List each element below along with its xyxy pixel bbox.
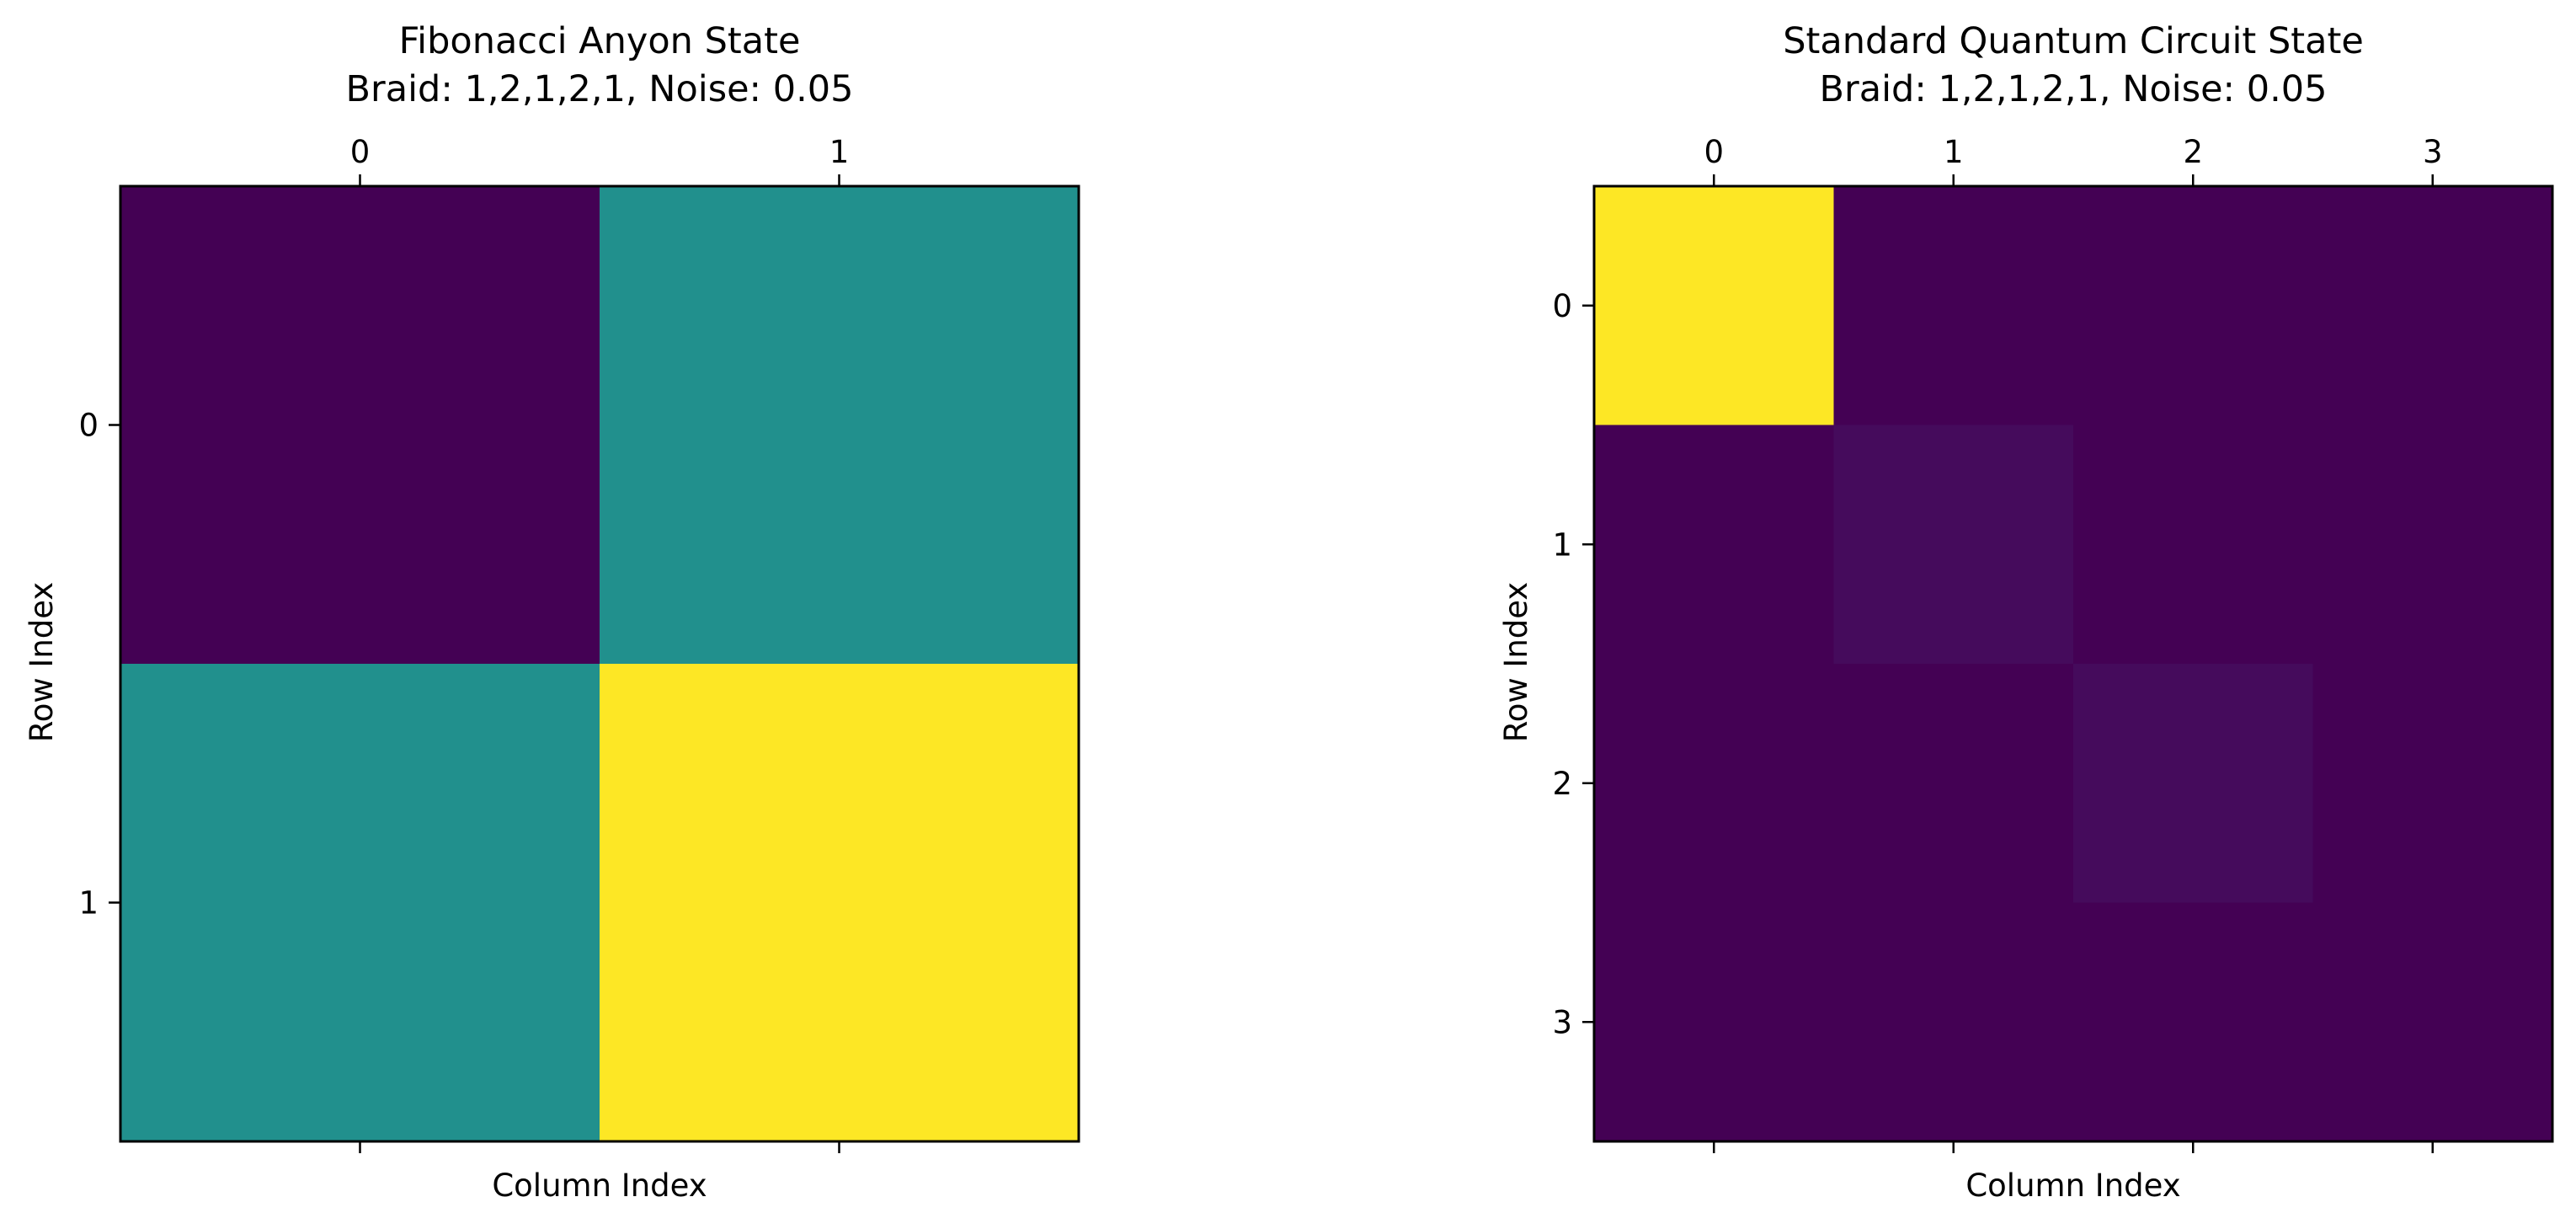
x-axis-label: Column Index xyxy=(1965,1168,2180,1204)
x-tick-label-0: 0 xyxy=(1704,134,1724,170)
plot-frame xyxy=(119,184,1080,1143)
axis-ticks: 0 1 2 3 0 1 2 3 xyxy=(1552,134,2443,1153)
heatmap-cell-r3-c1 xyxy=(1833,902,2074,1142)
heatmap-cells xyxy=(1594,186,2553,1142)
heatmap-cell-r3-c3 xyxy=(2312,902,2553,1142)
x-tick-label-2: 2 xyxy=(2183,134,2203,170)
y-tick-label-0: 0 xyxy=(1552,288,1572,324)
heatmap-cell-r0-c1 xyxy=(1833,186,2074,425)
heatmap-cell-r0-c0 xyxy=(120,186,600,665)
axis-ticks: 0 1 0 1 xyxy=(78,134,849,1153)
heatmap-cell-r1-c3 xyxy=(2312,425,2553,665)
chart-title: Fibonacci Anyon State xyxy=(399,20,801,62)
x-tick-label-0: 0 xyxy=(350,134,371,170)
heatmap-cell-r1-c1 xyxy=(1833,425,2074,665)
heatmap-cell-r3-c0 xyxy=(1594,902,1834,1142)
chart-subtitle: Braid: 1,2,1,2,1, Noise: 0.05 xyxy=(346,68,854,110)
heatmap-cell-r1-c0 xyxy=(120,664,600,1142)
x-tick-label-1: 1 xyxy=(1944,134,1964,170)
heatmap-cell-r1-c0 xyxy=(1594,425,1834,665)
x-tick-label-3: 3 xyxy=(2423,134,2443,170)
heatmap-standard-quantum-circuit: Standard Quantum Circuit State Braid: 1,… xyxy=(1498,20,2554,1204)
heatmap-cell-r2-c0 xyxy=(1594,664,1834,903)
heatmap-cell-r3-c2 xyxy=(2073,902,2313,1142)
heatmap-cell-r0-c0 xyxy=(1594,186,1834,425)
heatmap-cell-r1-c2 xyxy=(2073,425,2313,665)
heatmap-cell-r0-c3 xyxy=(2312,186,2553,425)
x-axis-label: Column Index xyxy=(492,1168,707,1204)
y-tick-label-0: 0 xyxy=(78,408,99,444)
heatmap-cell-r0-c2 xyxy=(2073,186,2313,425)
y-tick-label-2: 2 xyxy=(1552,766,1572,802)
heatmap-cell-r2-c2 xyxy=(2073,664,2313,903)
x-tick-label-1: 1 xyxy=(829,134,850,170)
heatmap-cell-r0-c1 xyxy=(600,186,1080,665)
y-tick-label-1: 1 xyxy=(78,885,99,922)
plot-frame xyxy=(1592,184,2554,1143)
heatmap-fibonacci-anyon: Fibonacci Anyon State Braid: 1,2,1,2,1, … xyxy=(24,20,1080,1204)
y-tick-label-3: 3 xyxy=(1552,1004,1572,1040)
heatmap-cells xyxy=(120,186,1080,1142)
chart-subtitle: Braid: 1,2,1,2,1, Noise: 0.05 xyxy=(1820,68,2328,110)
heatmap-cell-r2-c3 xyxy=(2312,664,2553,903)
heatmap-cell-r2-c1 xyxy=(1833,664,2074,903)
y-tick-label-1: 1 xyxy=(1552,526,1572,563)
y-axis-label: Row Index xyxy=(1498,582,1534,743)
heatmap-cell-r1-c1 xyxy=(600,664,1080,1142)
y-axis-label: Row Index xyxy=(24,582,60,743)
chart-title: Standard Quantum Circuit State xyxy=(1783,20,2364,62)
